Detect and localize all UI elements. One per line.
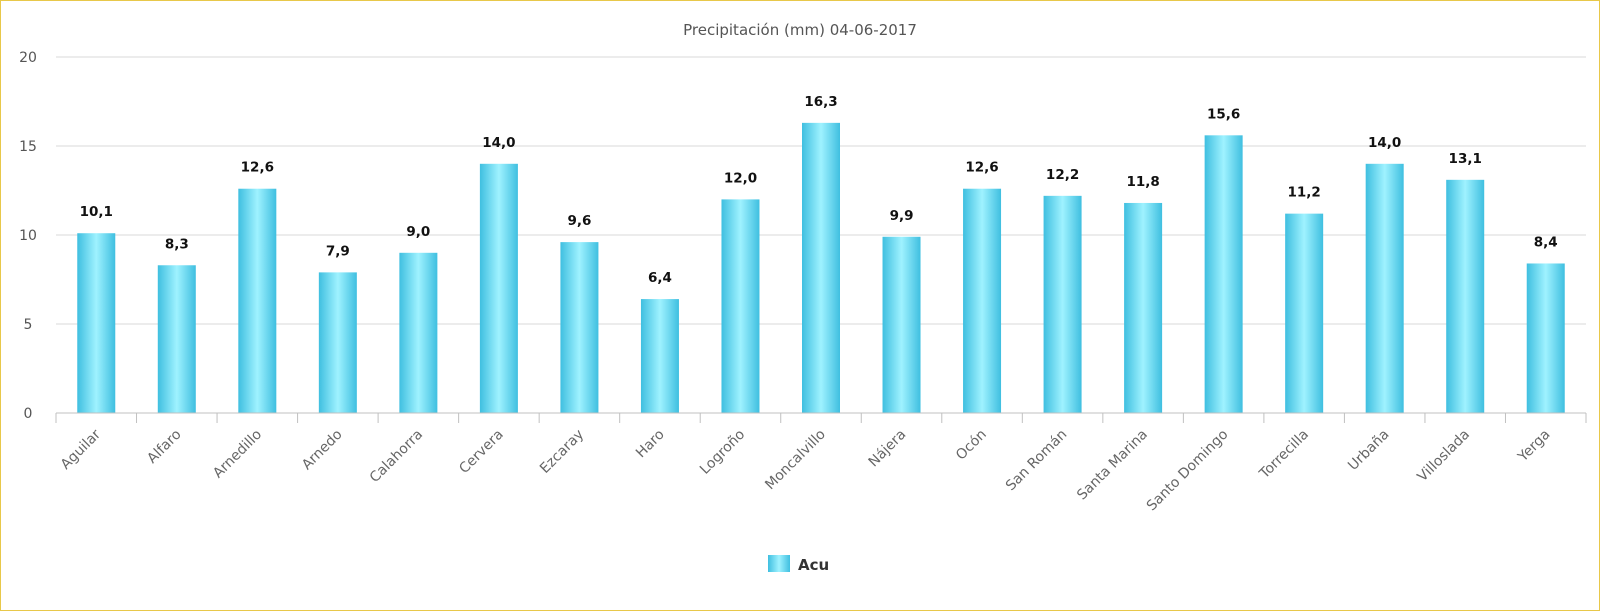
x-tick-label: Moncalvillo: [762, 427, 829, 494]
bar-19[interactable]: [1526, 263, 1565, 413]
data-label: 9,0: [406, 224, 430, 240]
bar-8[interactable]: [640, 299, 679, 413]
x-tick-label: Logroño: [697, 427, 748, 478]
data-label: 14,0: [1368, 135, 1401, 151]
bar-17[interactable]: [1365, 163, 1404, 413]
x-tick-label: Haro: [633, 427, 668, 462]
x-tick-label: Torrecilla: [1256, 427, 1312, 483]
bars: 10,1 8,3 12,6 7,9 9,0 14,0 9,6 6,4 12,0 16,3 9,9 12…: [77, 94, 1565, 414]
data-label: 7,9: [326, 243, 350, 259]
data-label: 12,2: [1046, 167, 1079, 183]
x-tick-label: Calahorra: [367, 427, 426, 486]
y-tick-label: 20: [19, 50, 37, 66]
bar-4[interactable]: [318, 272, 357, 413]
x-tick-label: Arnedillo: [210, 427, 265, 482]
bar-9[interactable]: [721, 199, 760, 413]
x-tick-label: Yerga: [1514, 427, 1553, 466]
x-tick-label: Alfaro: [144, 427, 184, 467]
data-label: 6,4: [648, 270, 672, 286]
bar-5[interactable]: [399, 252, 438, 413]
data-label: 9,6: [567, 213, 591, 229]
bar-1[interactable]: [77, 233, 116, 413]
bar-10[interactable]: [802, 122, 840, 414]
bar-18[interactable]: [1446, 179, 1485, 413]
x-tick-label: Nájera: [866, 427, 910, 471]
bar-6[interactable]: [479, 163, 518, 413]
bar-15[interactable]: [1204, 135, 1243, 413]
bar-2[interactable]: [157, 265, 196, 413]
bar-7[interactable]: [560, 242, 599, 413]
x-tick-label: Santa Marina: [1074, 427, 1151, 504]
bar-11[interactable]: [882, 236, 921, 413]
y-tick-label: 0: [24, 406, 33, 422]
data-label: 8,3: [165, 236, 189, 252]
y-tick-label: 15: [19, 139, 37, 155]
legend[interactable]: Acu: [768, 555, 829, 574]
y-tick-label: 5: [24, 317, 33, 333]
x-tick-label: Ocón: [953, 427, 990, 464]
data-label: 13,1: [1449, 151, 1482, 167]
y-tick-label: 10: [19, 228, 37, 244]
chart-title: Precipitación (mm) 04-06-2017: [683, 21, 917, 39]
data-label: 12,6: [965, 160, 998, 176]
data-label: 10,1: [80, 204, 113, 220]
x-tick-label: Arnedo: [299, 427, 346, 474]
bar-12[interactable]: [963, 188, 1002, 413]
x-tick-label: San Román: [1003, 427, 1071, 495]
bar-13[interactable]: [1043, 195, 1082, 413]
y-axis: 0 5 10 15 20: [19, 50, 37, 422]
legend-label: Acu: [798, 556, 829, 574]
x-axis: Aguilar Alfaro Arnedillo Arnedo Calahorra Cer…: [55, 412, 1587, 515]
data-label: 11,2: [1288, 185, 1321, 201]
bar-16[interactable]: [1285, 213, 1324, 413]
x-tick-label: Cervera: [456, 427, 506, 477]
data-label: 16,3: [804, 94, 837, 110]
data-label: 12,0: [724, 170, 757, 186]
data-label: 12,6: [241, 160, 274, 176]
data-label: 8,4: [1534, 234, 1558, 250]
legend-swatch: [768, 555, 790, 572]
x-tick-label: Santo Domingo: [1144, 427, 1232, 515]
data-label: 14,0: [482, 135, 515, 151]
data-label: 9,9: [890, 208, 914, 224]
data-label: 11,8: [1126, 174, 1159, 190]
data-label: 15,6: [1207, 106, 1240, 122]
bar-3[interactable]: [238, 188, 277, 413]
bar-14[interactable]: [1124, 202, 1163, 413]
x-tick-label: Villoslada: [1415, 427, 1474, 486]
x-tick-label: Urbaña: [1345, 427, 1392, 474]
x-tick-label: Aguilar: [58, 426, 104, 472]
x-tick-label: Ezcaray: [537, 427, 587, 477]
